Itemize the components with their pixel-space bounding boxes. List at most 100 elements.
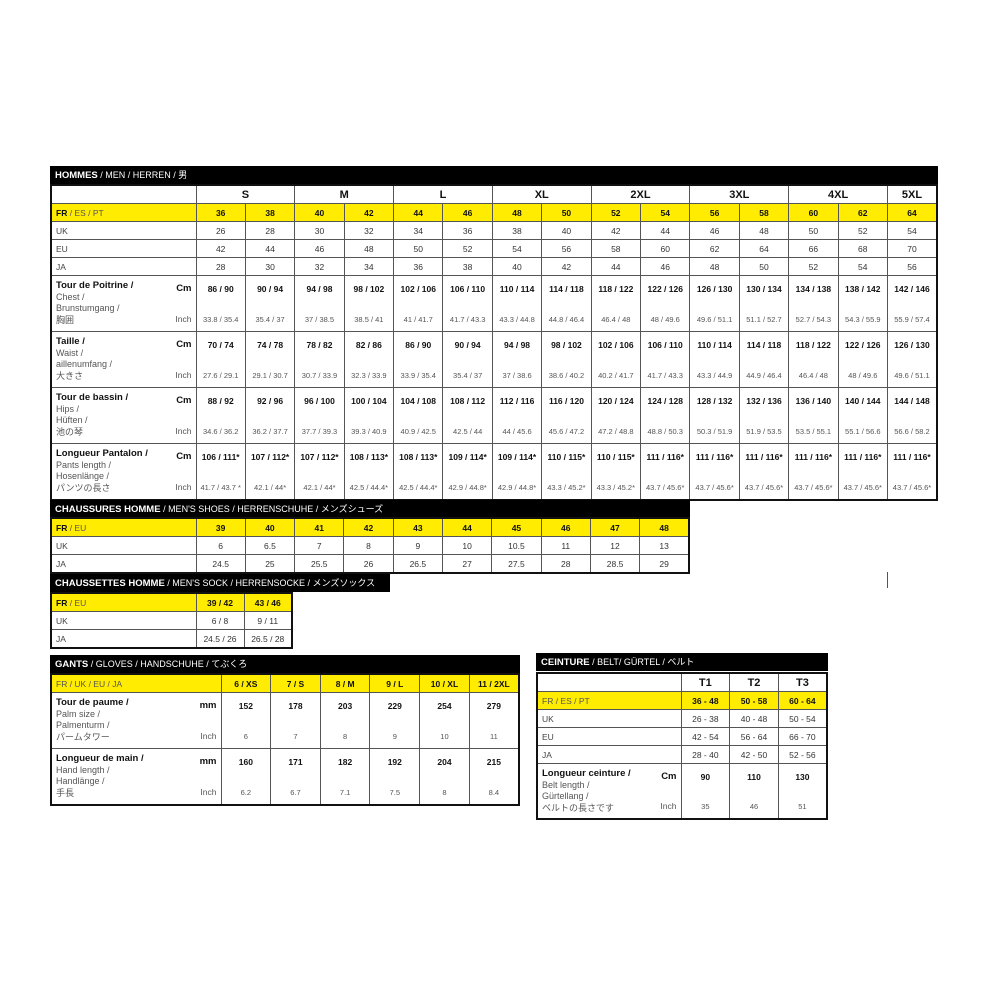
value-inch: 46.4 / 48 xyxy=(798,371,828,380)
value-primary: 110 / 114 xyxy=(499,284,535,294)
fr-size-cell: 46 xyxy=(442,203,493,222)
measurement-cell: 100 / 104 39.3 / 40.9 xyxy=(343,387,395,444)
fr-size-cell: 39 / 42 xyxy=(195,592,245,612)
value-primary: 107 / 112* xyxy=(250,452,290,462)
value-primary: 114 / 118 xyxy=(549,284,584,294)
value-inch: 38.6 / 40.2 xyxy=(548,371,585,380)
size-cell: 40 - 48 xyxy=(729,709,779,728)
value-inch: 35.4 / 37 xyxy=(453,371,483,380)
value-primary: 110 / 115* xyxy=(596,452,635,462)
size-cell: 40 xyxy=(541,221,592,240)
size-cell: 34 xyxy=(393,221,444,240)
fr-size-cell: 39 xyxy=(195,517,246,537)
value-primary: 102 / 106 xyxy=(400,284,436,294)
measurement-cell: 279 11 xyxy=(468,692,520,749)
fr-size-cell: 36 xyxy=(195,203,246,222)
fr-size-row: FR / ES / PT 36 38 40 42 44 46 48 50 52 54 56 58 60 62… xyxy=(50,203,938,222)
fr-size-cell: 62 xyxy=(837,203,888,222)
measurement-label: Tour de Poitrine / Chest / Brunstumgang / 胸… xyxy=(50,275,197,332)
value-inch: 53.5 / 55.1 xyxy=(795,427,832,436)
fr-label-rest: / ES / PT xyxy=(67,207,104,218)
value-inch: 41.7 / 43.3 xyxy=(449,315,486,324)
value-inch: 41.7 / 43.3 xyxy=(647,371,683,380)
value-primary: 108 / 113* xyxy=(349,452,389,462)
value-inch: 35 xyxy=(701,802,710,811)
fr-size-cell: 54 xyxy=(640,203,691,222)
size-cell: 54 xyxy=(837,257,888,276)
value-inch: 40.9 / 42.5 xyxy=(400,427,436,436)
value-inch: 48 / 49.6 xyxy=(650,315,680,324)
row-label: JA xyxy=(536,745,682,764)
fr-size-cell: 47 xyxy=(589,517,641,537)
value-inch: 51.9 / 53.5 xyxy=(746,427,782,436)
value-primary: 111 / 116* xyxy=(695,452,734,462)
measurement-name: Palm size / xyxy=(56,708,101,719)
value-primary: 82 / 86 xyxy=(355,340,382,350)
size-cell: 50 xyxy=(788,221,839,240)
measurement-cell: 178 7 xyxy=(270,692,321,749)
size-cell: 44 xyxy=(590,257,642,276)
measurement-cell: 130 / 134 51.1 / 52.7 xyxy=(738,275,790,332)
value-primary: 107 / 112* xyxy=(300,452,339,462)
measurement-name: 大きさ xyxy=(56,370,84,381)
value-inch: 7.1 xyxy=(339,788,351,797)
measurement-cell: 110 / 115* 43.3 / 45.2* xyxy=(541,443,592,501)
value-inch: 43.7 / 45.6* xyxy=(794,483,833,492)
size-label: XL xyxy=(491,184,592,204)
value-inch: 43.7 / 45.6* xyxy=(843,483,882,492)
value-primary: 160 xyxy=(238,757,253,767)
value-primary: 114 / 118 xyxy=(746,340,782,350)
value-primary: 108 / 113* xyxy=(399,452,438,462)
value-inch: 8 xyxy=(343,732,348,741)
size-cell: 64 xyxy=(738,239,790,258)
measurement-label: Tour de paume / Palm size / Palmenturm / パー… xyxy=(50,692,222,749)
measurement-name: Chest / xyxy=(56,291,85,302)
size-label: L xyxy=(393,184,493,204)
size-cell: 52 xyxy=(788,257,839,276)
size-cell: 68 xyxy=(837,239,888,258)
table-row: JA 28 - 40 42 - 50 52 - 56 xyxy=(536,745,828,764)
row-label: UK xyxy=(50,611,197,630)
size-cell: 66 - 70 xyxy=(777,727,828,746)
measurement-cell: 102 / 106 40.2 / 41.7 xyxy=(590,331,642,388)
men-title-rest: / MEN / HERREN / 男 xyxy=(97,170,188,180)
value-primary: 134 / 138 xyxy=(795,284,832,294)
fr-size-cell: 38 xyxy=(244,203,296,222)
value-inch: 40.2 / 41.7 xyxy=(598,371,634,380)
size-cell: 56 xyxy=(541,239,592,258)
value-primary: 106 / 111* xyxy=(201,452,240,462)
size-label: M xyxy=(294,184,395,204)
value-primary: 111 / 116* xyxy=(893,452,931,462)
measurement-cell: 122 / 126 48 / 49.6 xyxy=(640,275,691,332)
measurement-cell: 107 / 112* 42.1 / 44* xyxy=(244,443,296,501)
size-cell: 48 xyxy=(689,257,740,276)
size-cell: 12 xyxy=(589,536,641,555)
value-primary: 109 / 114* xyxy=(448,452,487,462)
fr-size-row: FR / ES / PT 36 - 48 50 - 58 60 - 64 xyxy=(536,691,828,710)
size-cell: 13 xyxy=(639,536,690,555)
size-cell: 27.5 xyxy=(491,554,542,574)
size-cell: 27 xyxy=(441,554,493,574)
belt-title-rest: / BELT/ GÜRTEL / ベルト xyxy=(589,657,695,667)
value-inch: 42.9 / 44.8* xyxy=(448,483,487,492)
size-cell: 28 - 40 xyxy=(680,745,731,764)
gloves-title-bold: GANTS xyxy=(55,659,89,670)
measurement-cell: 92 / 96 36.2 / 37.7 xyxy=(244,387,296,444)
value-inch: 51 xyxy=(798,802,807,811)
size-cell: 46 xyxy=(640,257,691,276)
measurement-cell: 94 / 98 37 / 38.5 xyxy=(294,275,345,332)
unit-inch: Inch xyxy=(660,801,677,811)
measurement-cell: 106 / 111* 41.7 / 43.7 * xyxy=(195,443,246,501)
size-label: 3XL xyxy=(689,184,790,204)
value-inch: 55.1 / 56.6 xyxy=(845,427,881,436)
value-primary: 182 xyxy=(338,757,353,767)
measurement-cell: 114 / 118 44.9 / 46.4 xyxy=(738,331,790,388)
fr-size-cell: 42 xyxy=(343,203,395,222)
measurement-name: Hand length / xyxy=(56,764,110,775)
size-cell: 50 xyxy=(738,257,790,276)
value-primary: 98 / 102 xyxy=(353,284,385,294)
measurement-cell: 109 / 114* 42.9 / 44.8* xyxy=(491,443,543,501)
measurement-cell: 118 / 122 46.4 / 48 xyxy=(590,275,642,332)
fr-size-cell: 46 xyxy=(540,517,591,537)
